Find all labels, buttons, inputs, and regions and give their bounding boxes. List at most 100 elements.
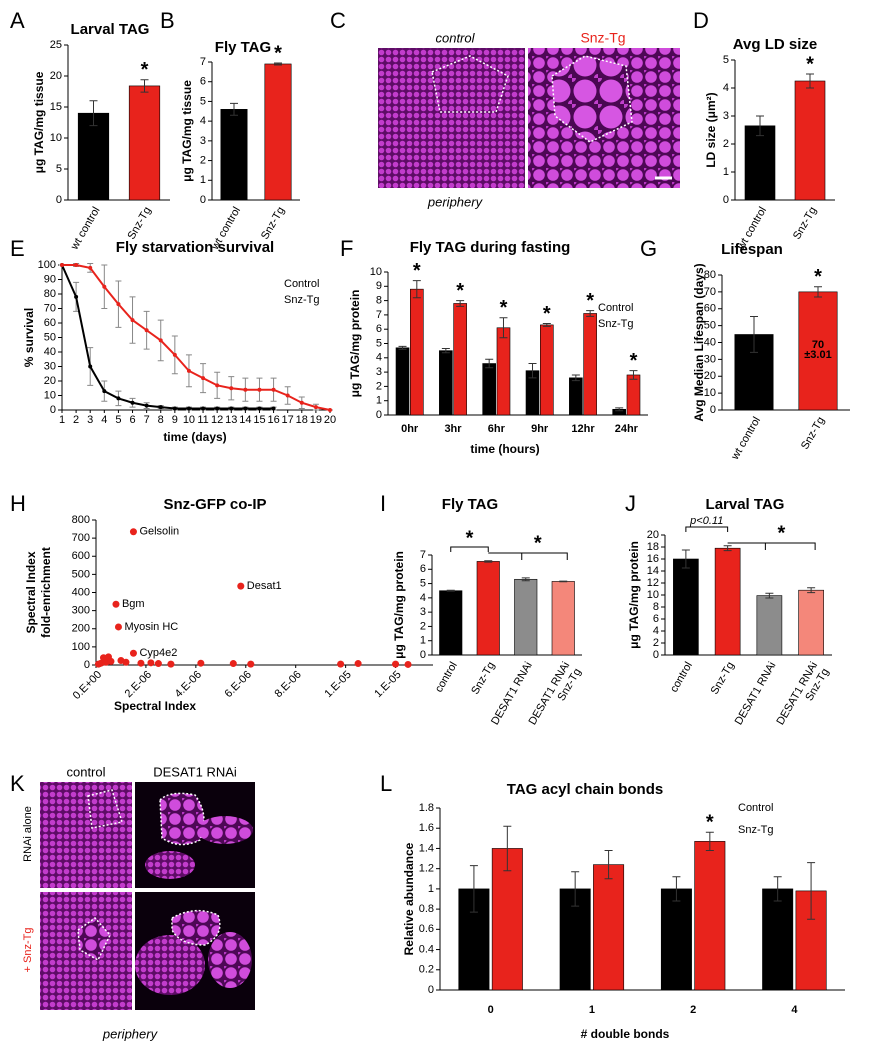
chart-title: Fly starvation survival <box>116 239 274 256</box>
x-tick-label: 15 <box>253 414 265 426</box>
chart-title: Larval TAG <box>706 496 785 513</box>
y-tick-label: 10 <box>44 389 56 401</box>
error-bar <box>484 560 493 563</box>
point <box>167 660 175 668</box>
error-bar <box>521 577 530 582</box>
y-tick-label: 1 <box>420 635 426 647</box>
point <box>237 582 245 590</box>
y-tick-label: 600 <box>72 550 90 562</box>
y-tick-label: 0 <box>420 649 426 661</box>
category-label-line: Snz-Tg <box>709 660 737 697</box>
chart-title: Fly TAG during fasting <box>410 239 571 256</box>
y-tick-label: 10 <box>647 589 659 601</box>
column-label: control <box>66 764 105 779</box>
error-bar <box>571 374 580 382</box>
y-tick-label: 7 <box>376 309 382 321</box>
bar <box>410 288 424 416</box>
panel-letter: E <box>10 236 25 261</box>
error-bar <box>140 79 149 93</box>
y-tick-label: 200 <box>72 623 90 635</box>
x-tick-label: 0.E+00 <box>71 669 104 702</box>
legend-entry: Control <box>738 802 773 814</box>
y-tick-label: 0.2 <box>419 964 434 976</box>
cell-cluster <box>135 935 205 995</box>
x-tick-label: 8 <box>158 414 164 426</box>
cell-cluster <box>197 816 253 844</box>
chart-title: Snz-GFP co-IP <box>163 496 266 513</box>
y-tick-label: 4 <box>420 592 426 604</box>
point <box>243 387 248 392</box>
y-tick-label: 1.8 <box>419 802 434 814</box>
x-tick-label: 18 <box>296 414 308 426</box>
category-label: control <box>668 660 695 695</box>
bar <box>514 578 538 656</box>
cell-cluster <box>145 851 195 879</box>
significance-mark: * <box>500 297 508 319</box>
point <box>116 396 121 401</box>
significance-mark: * <box>814 266 822 288</box>
point-label: Gelsolin <box>139 526 179 538</box>
y-tick-label: 6 <box>376 323 382 335</box>
x-axis-label: # double bonds <box>581 1027 670 1041</box>
y-tick-label: 3 <box>200 135 206 147</box>
y-axis-label: Spectral Index <box>24 551 38 633</box>
category-label-line: wt control <box>729 415 763 463</box>
point-label: Myosin HC <box>124 621 178 633</box>
point <box>299 400 304 405</box>
point <box>271 387 276 392</box>
y-tick-label: 4 <box>723 82 729 94</box>
y-tick-label: 2 <box>723 138 729 150</box>
y-tick-label: 3 <box>420 606 426 618</box>
category-label-line: Snz-Tg <box>259 205 287 242</box>
point <box>313 405 318 410</box>
outline <box>551 55 633 143</box>
point <box>137 659 145 667</box>
y-tick-label: 12 <box>647 577 659 589</box>
bar <box>220 109 248 201</box>
micrograph <box>378 48 525 188</box>
error-bar <box>756 115 764 137</box>
point <box>144 328 149 333</box>
y-tick-label: 15 <box>50 101 62 113</box>
y-tick-label: 20 <box>44 375 56 387</box>
point <box>74 263 79 267</box>
y-axis-label: LD size (μm²) <box>704 92 718 167</box>
bar <box>626 374 641 416</box>
category-label: Snz-Tg <box>709 660 737 697</box>
panel-letter: K <box>10 771 25 796</box>
point <box>130 318 135 323</box>
x-tick-label: 6.E-06 <box>223 669 254 700</box>
x-tick-label: 1 <box>59 414 65 426</box>
y-tick-label: 5 <box>56 163 62 175</box>
point <box>116 302 121 307</box>
y-tick-label: 0 <box>56 194 62 206</box>
point <box>404 660 412 668</box>
category-label-line: Snz-Tg <box>125 205 153 242</box>
error-bar <box>723 545 732 552</box>
y-tick-label: 2 <box>653 637 659 649</box>
error-bar <box>806 73 814 89</box>
y-tick-label: 0 <box>376 409 382 421</box>
error-bar <box>446 589 455 592</box>
y-tick-label: 7 <box>420 549 426 561</box>
y-tick-label: 4 <box>200 115 206 127</box>
outline <box>171 909 221 946</box>
x-axis-label: Spectral Index <box>114 699 196 713</box>
x-tick-label: 17 <box>282 414 294 426</box>
x-tick-label: 4 <box>791 1004 798 1016</box>
x-tick-label: 6 <box>129 414 135 426</box>
point <box>129 528 137 536</box>
point <box>354 660 362 668</box>
point <box>247 660 255 668</box>
outline <box>77 916 111 962</box>
category-label: Snz-Tg <box>791 205 819 242</box>
point-label: Bgm <box>122 598 145 610</box>
y-tick-label: 0.6 <box>419 923 434 935</box>
error-bar <box>499 317 508 339</box>
y-tick-label: 8 <box>653 601 659 613</box>
legend-entry: Snz-Tg <box>738 824 773 836</box>
x-tick-label: 9hr <box>531 423 549 435</box>
category-label-line: wt control <box>68 205 102 253</box>
